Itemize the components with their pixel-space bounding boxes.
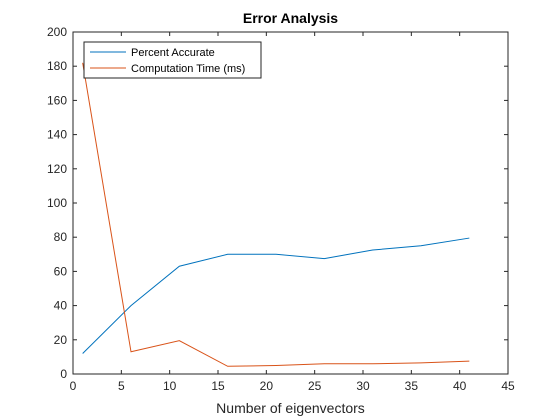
x-tick-label: 0: [70, 379, 77, 393]
chart-title: Error Analysis: [243, 10, 338, 26]
x-tick-label: 40: [453, 379, 467, 393]
y-tick-label: 200: [47, 25, 67, 39]
y-tick-label: 20: [54, 333, 68, 347]
x-tick-label: 5: [118, 379, 125, 393]
series-layer: [82, 62, 470, 367]
y-tick-label: 140: [47, 128, 67, 142]
x-tick-label: 10: [163, 379, 177, 393]
y-tick-label: 60: [54, 264, 68, 278]
x-tick-label: 15: [211, 379, 225, 393]
series-line-2: [82, 62, 470, 367]
y-tick-label: 120: [47, 162, 67, 176]
x-tick-label: 30: [356, 379, 370, 393]
legend-entry-label: Percent Accurate: [131, 47, 215, 59]
y-tick-label: 100: [47, 196, 67, 210]
x-axis-label: Number of eigenvectors: [216, 400, 365, 416]
x-tick-label: 20: [260, 379, 274, 393]
x-tick-label: 45: [501, 379, 515, 393]
y-tick-label: 0: [60, 367, 67, 381]
plot-area: [73, 32, 508, 374]
series-line-1: [82, 237, 470, 354]
x-axis-ticks: 0 5 10 15 20 25 30 35 40 45: [70, 32, 515, 393]
x-tick-label: 35: [405, 379, 419, 393]
legend-entry-label: Computation Time (ms): [131, 63, 245, 75]
legend: Percent Accurate Computation Time (ms): [83, 41, 262, 79]
y-tick-label: 80: [54, 230, 68, 244]
y-tick-label: 40: [54, 299, 68, 313]
y-tick-label: 180: [47, 59, 67, 73]
y-axis-ticks: 0 20 40 60 80 100 120 140 160 180 200: [47, 25, 508, 381]
legend-box: [83, 41, 262, 79]
y-tick-label: 160: [47, 93, 67, 107]
x-tick-label: 25: [308, 379, 322, 393]
